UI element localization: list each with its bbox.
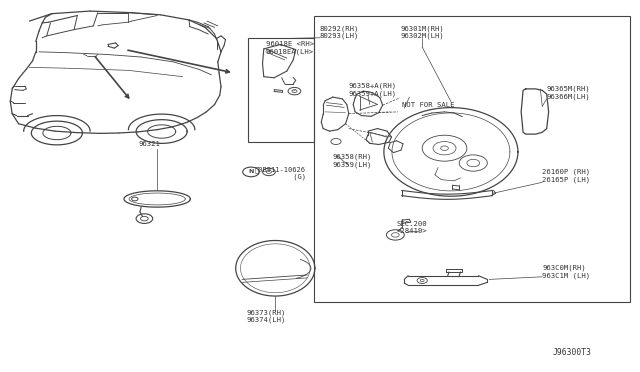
Text: NOT FOR SALE: NOT FOR SALE bbox=[402, 102, 454, 108]
Bar bbox=[314, 16, 630, 302]
Text: 96373(RH)
96374(LH): 96373(RH) 96374(LH) bbox=[246, 310, 285, 324]
Text: SEC.200
<28419>: SEC.200 <28419> bbox=[397, 221, 428, 234]
Text: 96358(RH)
96359(LH): 96358(RH) 96359(LH) bbox=[333, 154, 372, 168]
Text: N: N bbox=[248, 169, 253, 174]
Text: 80292(RH)
80293(LH): 80292(RH) 80293(LH) bbox=[320, 25, 360, 39]
Text: 96301M(RH)
96302M(LH): 96301M(RH) 96302M(LH) bbox=[400, 25, 444, 39]
Text: J96300T3: J96300T3 bbox=[553, 347, 592, 356]
Text: 963C0M(RH)
963C1M (LH): 963C0M(RH) 963C1M (LH) bbox=[542, 265, 590, 279]
Text: ⒘0B911-10626
         (G): ⒘0B911-10626 (G) bbox=[255, 166, 306, 180]
Text: 96018E <RH>
96018EA(LH>: 96018E <RH> 96018EA(LH> bbox=[266, 41, 314, 55]
Text: 96358+A(RH)
96359+A(LH): 96358+A(RH) 96359+A(LH) bbox=[349, 83, 397, 97]
Text: 26160P (RH)
26165P (LH): 26160P (RH) 26165P (LH) bbox=[542, 169, 590, 183]
Text: 96365M(RH)
96366M(LH): 96365M(RH) 96366M(LH) bbox=[547, 86, 591, 100]
Bar bbox=[248, 38, 314, 141]
Text: 96321: 96321 bbox=[138, 141, 161, 147]
Circle shape bbox=[243, 167, 259, 177]
